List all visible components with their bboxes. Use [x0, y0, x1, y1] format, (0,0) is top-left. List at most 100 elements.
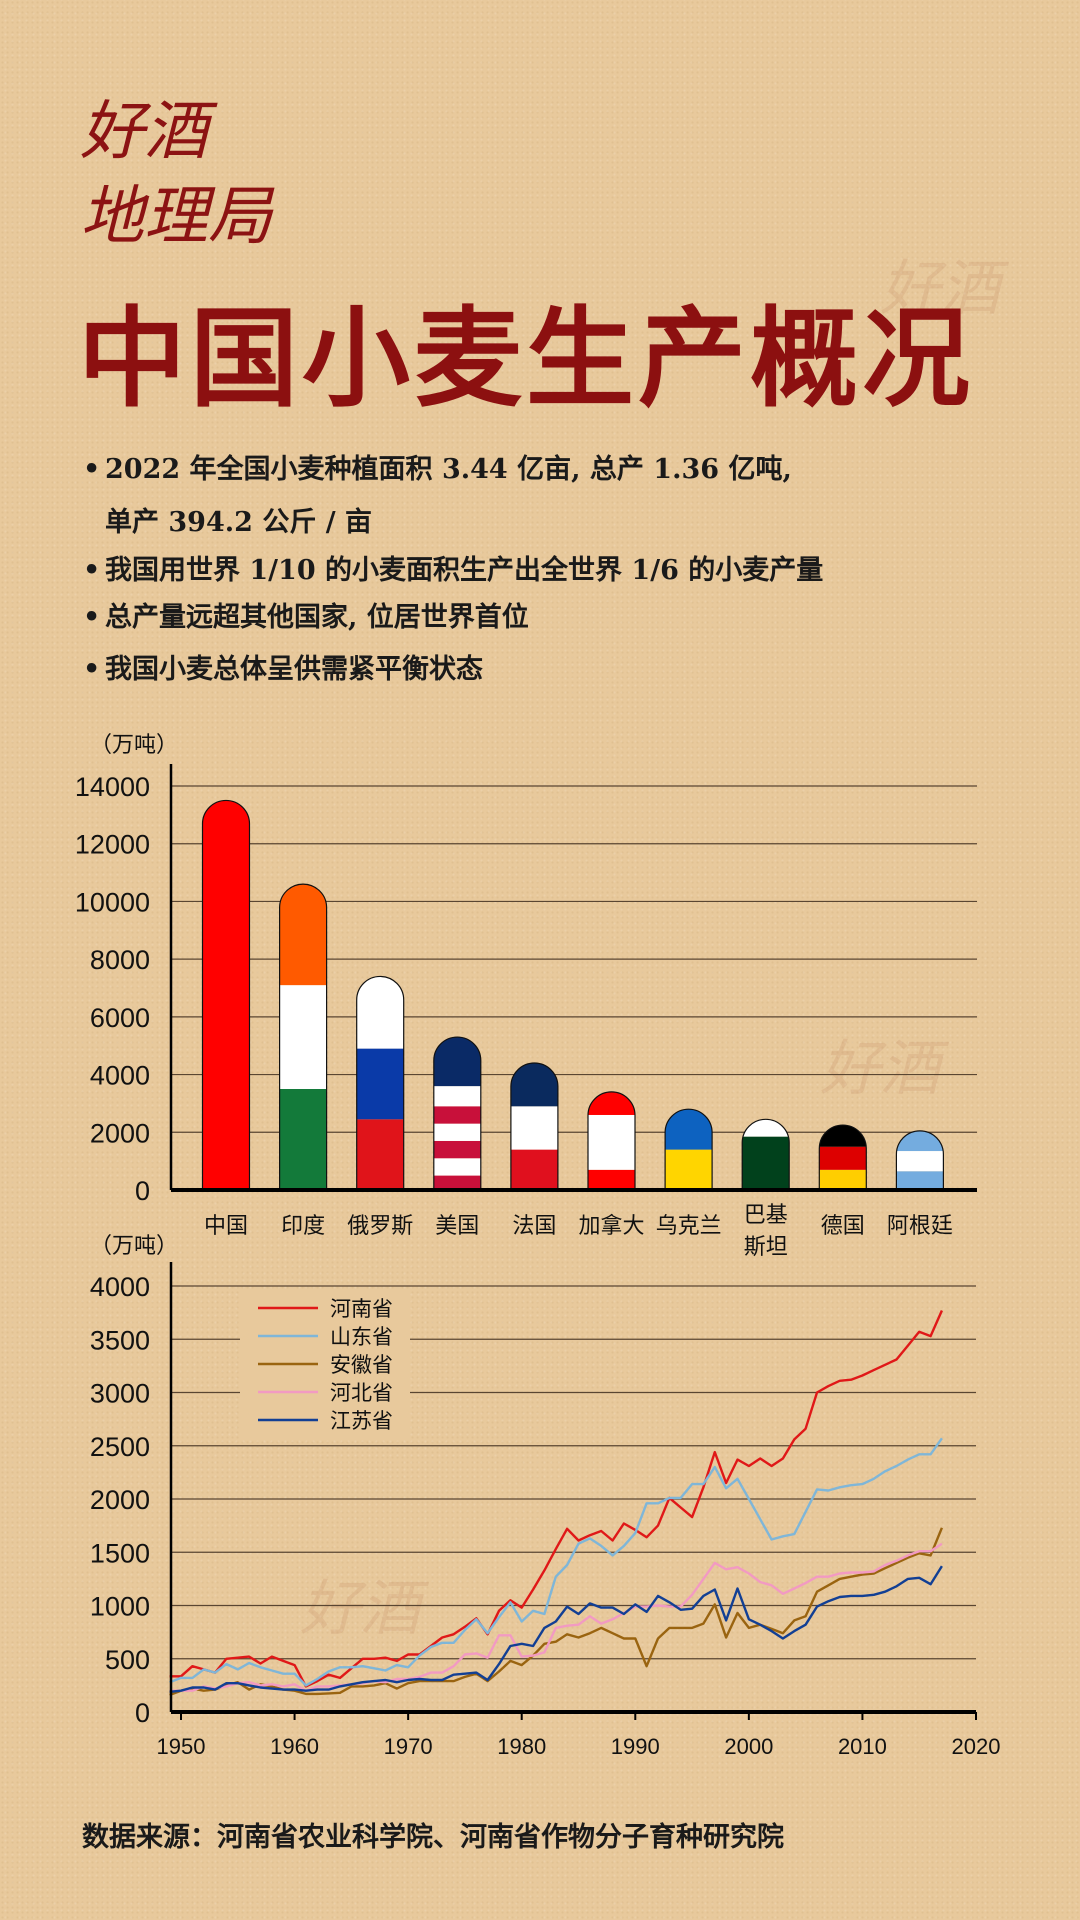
y-axis-unit: （万吨） — [90, 1233, 178, 1258]
flag-band — [356, 1048, 404, 1120]
legend-label: 安徽省 — [330, 1353, 393, 1377]
page-title: 中国小麦生产概况 — [78, 296, 975, 422]
flag-band — [279, 1089, 327, 1190]
y-tick-label: 12000 — [75, 830, 150, 860]
y-tick-label: 4000 — [90, 1272, 150, 1302]
bullet-text: 2022 年全国小麦种植面积 3.44 亿亩, 总产 1.36 亿吨, — [105, 454, 792, 485]
bullet-text: 总产量远超其他国家, 位居世界首位 — [105, 602, 529, 633]
watermark: 好酒 — [300, 1574, 420, 1644]
y-tick-label: 2000 — [90, 1485, 150, 1515]
flag-band — [896, 1171, 944, 1190]
bullet-item: • 我国用世界 1/10 的小麦面积生产出全世界 1/6 的小麦产量 — [83, 555, 824, 586]
x-tick-label: 1970 — [384, 1734, 433, 1759]
flag-band — [819, 1169, 867, 1190]
y-tick-label: 1000 — [90, 1592, 150, 1622]
series-line-江苏省 — [169, 1565, 943, 1693]
x-tick-label: 乌克兰 — [656, 1214, 722, 1239]
x-tick-label: 美国 — [435, 1214, 479, 1239]
legend-label: 江苏省 — [330, 1409, 393, 1433]
bar-俄罗斯 — [356, 975, 405, 1190]
y-tick-label: 8000 — [90, 945, 150, 975]
y-tick-label: 4000 — [90, 1061, 150, 1091]
y-tick-label: 10000 — [75, 887, 150, 917]
flag-band — [742, 1119, 790, 1137]
series-line-河南省 — [169, 1310, 943, 1688]
series-line-山东省 — [169, 1437, 943, 1687]
x-tick-label: 斯坦 — [744, 1235, 788, 1260]
x-tick-label: 1960 — [270, 1734, 319, 1759]
y-tick-label: 14000 — [75, 772, 150, 802]
flag-band — [356, 1119, 404, 1190]
y-tick-label: 0 — [135, 1698, 150, 1728]
bar-outline — [201, 799, 251, 1190]
flag-band — [510, 1106, 558, 1150]
flag-band — [510, 1063, 558, 1107]
x-tick-label: 印度 — [281, 1214, 325, 1239]
x-tick-label: 加拿大 — [578, 1213, 644, 1239]
x-tick-label: 中国 — [204, 1214, 248, 1239]
x-tick-label: 2000 — [724, 1734, 773, 1759]
y-tick-label: 500 — [105, 1645, 150, 1675]
y-tick-label: 3500 — [90, 1325, 150, 1355]
flag-band — [819, 1125, 867, 1147]
bullet-item: • 2022 年全国小麦种植面积 3.44 亿亩, 总产 1.36 亿吨, — [83, 454, 792, 485]
x-tick-label: 巴基 — [744, 1203, 788, 1228]
flag-band — [819, 1146, 867, 1170]
flag-band — [433, 1037, 481, 1087]
data-source: 数据来源：河南省农业科学院、河南省作物分子育种研究院 — [82, 1822, 784, 1853]
flag-band — [588, 1091, 635, 1115]
bar-outline — [433, 1036, 482, 1190]
flag-band — [742, 1136, 790, 1190]
y-tick-label: 3000 — [90, 1379, 150, 1409]
series-line-河北省 — [169, 1542, 943, 1692]
flag-band — [896, 1151, 944, 1172]
y-tick-label: 1500 — [90, 1538, 150, 1568]
bar-outline — [279, 883, 328, 1190]
bar-德国 — [818, 1124, 867, 1190]
x-tick-label: 阿根廷 — [887, 1214, 953, 1239]
flag-band — [279, 985, 327, 1089]
flag-band — [896, 1130, 944, 1152]
flag-band — [665, 1149, 713, 1190]
legend-label: 河北省 — [330, 1381, 393, 1405]
x-tick-label: 2010 — [838, 1734, 887, 1759]
brand-logo-line2: 地理局 — [80, 180, 272, 254]
x-tick-label: 1950 — [157, 1734, 206, 1759]
flag-band — [433, 1123, 481, 1141]
flag-band — [510, 1149, 558, 1190]
flag-band — [433, 1086, 481, 1107]
bar-加拿大 — [587, 1091, 636, 1190]
bar-outline — [587, 1091, 636, 1190]
flag-band — [356, 976, 404, 1049]
flag-band — [588, 1114, 635, 1170]
watermark: 好酒 — [820, 1034, 940, 1104]
bar-中国 — [201, 799, 251, 1190]
y-tick-label: 6000 — [90, 1003, 150, 1033]
bar-outline — [895, 1130, 944, 1190]
flag-band — [433, 1140, 481, 1159]
bar-美国 — [433, 1036, 482, 1190]
bar-outline — [356, 975, 405, 1190]
flag-band — [433, 1158, 481, 1176]
legend-label: 山东省 — [330, 1325, 393, 1349]
bullet-text: 我国小麦总体呈供需紧平衡状态 — [105, 654, 483, 685]
x-tick-label: 1980 — [497, 1734, 546, 1759]
bar-巴基斯坦 — [741, 1118, 790, 1190]
flag-band — [279, 884, 327, 986]
y-tick-label: 2500 — [90, 1432, 150, 1462]
y-tick-label: 2000 — [90, 1118, 150, 1148]
x-tick-label: 2020 — [952, 1734, 1001, 1759]
bar-outline — [818, 1124, 867, 1190]
flag-band — [202, 800, 250, 1190]
bullet-continuation: 单产 394.2 公斤 / 亩 — [105, 507, 373, 538]
x-tick-label: 俄罗斯 — [347, 1214, 413, 1239]
bar-outline — [741, 1118, 790, 1190]
flag-band — [588, 1169, 635, 1190]
brand-logo-line1: 好酒 — [80, 95, 208, 169]
flag-band — [433, 1175, 481, 1190]
watermark: 好酒 — [880, 254, 1000, 324]
bar-印度 — [279, 883, 328, 1190]
bullet-item: • 总产量远超其他国家, 位居世界首位 — [83, 602, 529, 633]
x-tick-label: 德国 — [821, 1214, 865, 1239]
